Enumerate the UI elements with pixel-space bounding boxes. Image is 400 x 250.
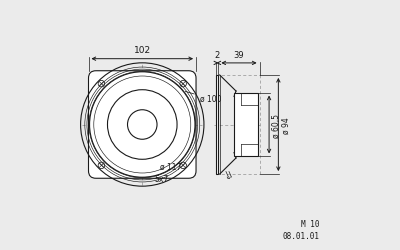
Bar	[234, 93, 258, 157]
Bar	[216, 76, 218, 174]
Text: ø 100: ø 100	[185, 92, 221, 104]
Text: 102: 102	[134, 46, 151, 55]
Text: 5x7: 5x7	[155, 174, 169, 183]
Text: ø 60,5: ø 60,5	[272, 113, 281, 137]
Text: 39: 39	[234, 51, 244, 60]
Text: ø 117: ø 117	[160, 162, 187, 171]
FancyBboxPatch shape	[88, 72, 196, 178]
Text: 2: 2	[215, 51, 220, 60]
Text: M 10
08.01.01: M 10 08.01.01	[282, 219, 319, 240]
Text: ø 94: ø 94	[281, 117, 290, 133]
